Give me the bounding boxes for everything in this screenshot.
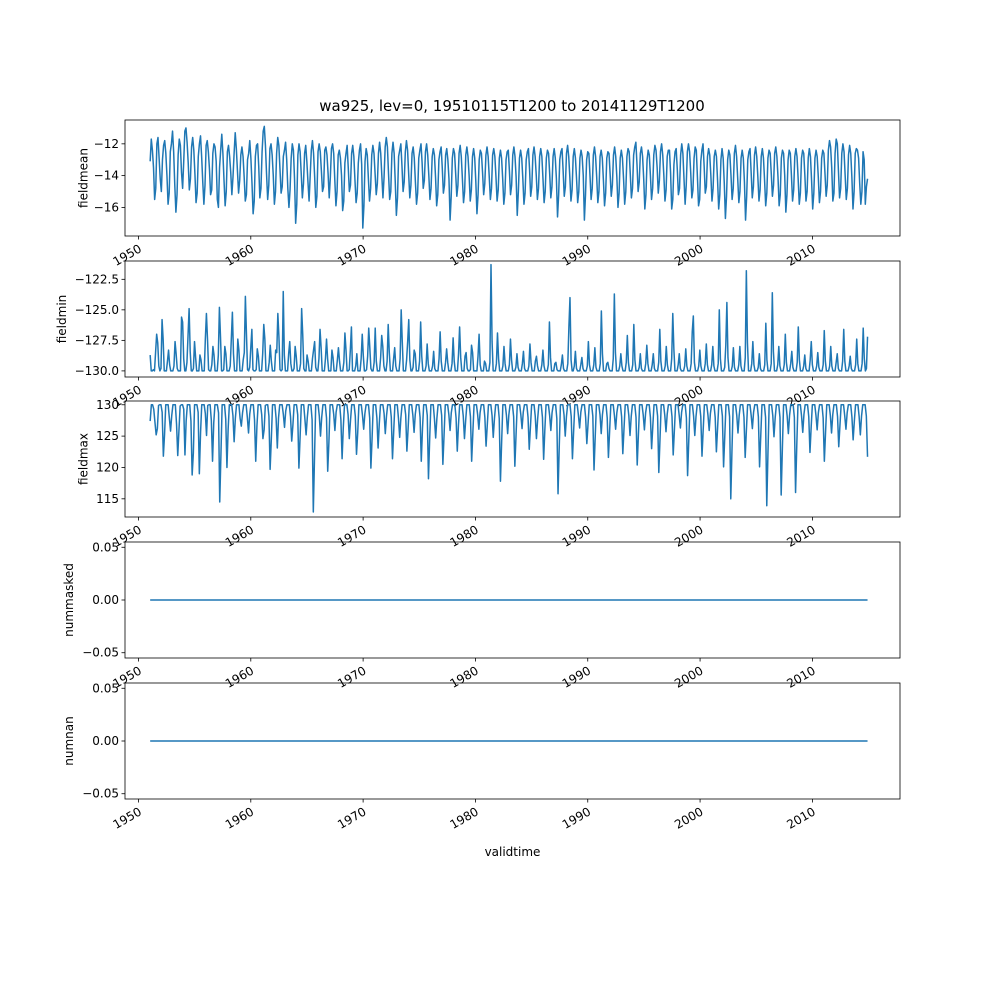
y-axis-label-fieldmax: fieldmax bbox=[76, 433, 90, 485]
y-axis-label-fieldmin: fieldmin bbox=[55, 295, 69, 344]
series-line-fieldmin-0 bbox=[149, 263, 869, 372]
y-tick-label-120: 120 bbox=[96, 460, 119, 474]
y-tick-label--125: −125.0 bbox=[75, 303, 119, 317]
y-tick-label--14: −14 bbox=[94, 169, 119, 183]
y-tick-label-130: 130 bbox=[96, 398, 119, 412]
y-tick-label-0.05: 0.05 bbox=[92, 540, 119, 554]
y-tick-label--12: −12 bbox=[94, 137, 119, 151]
axes-frame-fieldmin bbox=[124, 260, 901, 378]
y-tick-label-125: 125 bbox=[96, 429, 119, 443]
figure-title: wa925, lev=0, 19510115T1200 to 20141129T… bbox=[319, 97, 705, 115]
y-tick-label--130: −130.0 bbox=[75, 364, 119, 378]
axes-frame-fieldmean bbox=[124, 119, 901, 237]
y-tick-label-115: 115 bbox=[96, 492, 119, 506]
y-tick-label--122.5: −122.5 bbox=[75, 272, 119, 286]
y-tick-label--0.05: −0.05 bbox=[82, 646, 119, 660]
y-tick-label--127.5: −127.5 bbox=[75, 333, 119, 347]
y-tick-label-0.05: 0.05 bbox=[92, 681, 119, 695]
y-tick-label--0.05: −0.05 bbox=[82, 787, 119, 801]
y-tick-label-0: 0.00 bbox=[92, 734, 119, 748]
y-axis-label-numnan: numnan bbox=[62, 716, 76, 765]
y-tick-label-0: 0.00 bbox=[92, 593, 119, 607]
x-axis-label: validtime bbox=[485, 845, 541, 859]
y-axis-label-fieldmean: fieldmean bbox=[76, 148, 90, 208]
axes-frame-fieldmax bbox=[124, 400, 901, 518]
series-line-fieldmean-0 bbox=[149, 125, 869, 229]
y-tick-label--16: −16 bbox=[94, 200, 119, 214]
y-axis-label-nummasked: nummasked bbox=[62, 563, 76, 637]
series-line-fieldmax-0 bbox=[149, 404, 869, 513]
